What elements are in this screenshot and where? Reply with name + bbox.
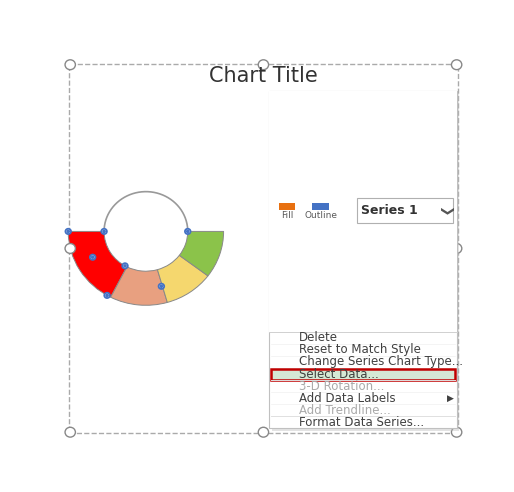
Circle shape	[67, 230, 69, 233]
Circle shape	[65, 244, 76, 253]
Circle shape	[106, 294, 108, 297]
Circle shape	[65, 229, 71, 234]
Circle shape	[451, 427, 462, 437]
Text: Add Trendline...: Add Trendline...	[299, 404, 391, 417]
Text: Change Series Chart Type...: Change Series Chart Type...	[299, 356, 463, 369]
Circle shape	[160, 285, 162, 287]
Circle shape	[91, 256, 94, 258]
Circle shape	[187, 230, 189, 233]
Circle shape	[451, 60, 462, 70]
Circle shape	[159, 284, 164, 289]
Circle shape	[258, 427, 269, 437]
Circle shape	[103, 230, 105, 233]
Circle shape	[65, 427, 76, 437]
Circle shape	[451, 244, 462, 253]
Circle shape	[104, 293, 110, 298]
FancyBboxPatch shape	[272, 94, 460, 431]
Wedge shape	[179, 231, 224, 276]
Text: Add Data Labels: Add Data Labels	[299, 392, 396, 405]
Text: ❯: ❯	[438, 206, 451, 216]
Wedge shape	[157, 255, 208, 303]
FancyBboxPatch shape	[269, 91, 456, 429]
Circle shape	[124, 265, 126, 267]
Circle shape	[101, 229, 107, 234]
FancyBboxPatch shape	[270, 369, 455, 380]
Text: Outline: Outline	[305, 211, 338, 220]
Circle shape	[90, 254, 96, 260]
FancyBboxPatch shape	[279, 203, 295, 210]
Text: 3-D Rotation...: 3-D Rotation...	[299, 380, 384, 393]
Circle shape	[185, 229, 191, 234]
Circle shape	[122, 263, 128, 269]
Circle shape	[258, 60, 269, 70]
FancyBboxPatch shape	[313, 203, 329, 210]
Text: Series 1: Series 1	[361, 204, 418, 217]
Text: Delete: Delete	[299, 331, 338, 344]
Text: Fill: Fill	[281, 211, 293, 220]
Text: Select Data...: Select Data...	[299, 368, 379, 381]
Wedge shape	[68, 231, 127, 297]
Text: Reset to Match Style: Reset to Match Style	[299, 343, 421, 356]
FancyBboxPatch shape	[269, 91, 456, 332]
Text: Chart Title: Chart Title	[209, 66, 318, 86]
Text: ▶: ▶	[447, 394, 454, 403]
FancyBboxPatch shape	[357, 198, 453, 223]
Text: Format Data Series...: Format Data Series...	[299, 416, 425, 429]
Circle shape	[65, 60, 76, 70]
Wedge shape	[111, 267, 168, 305]
